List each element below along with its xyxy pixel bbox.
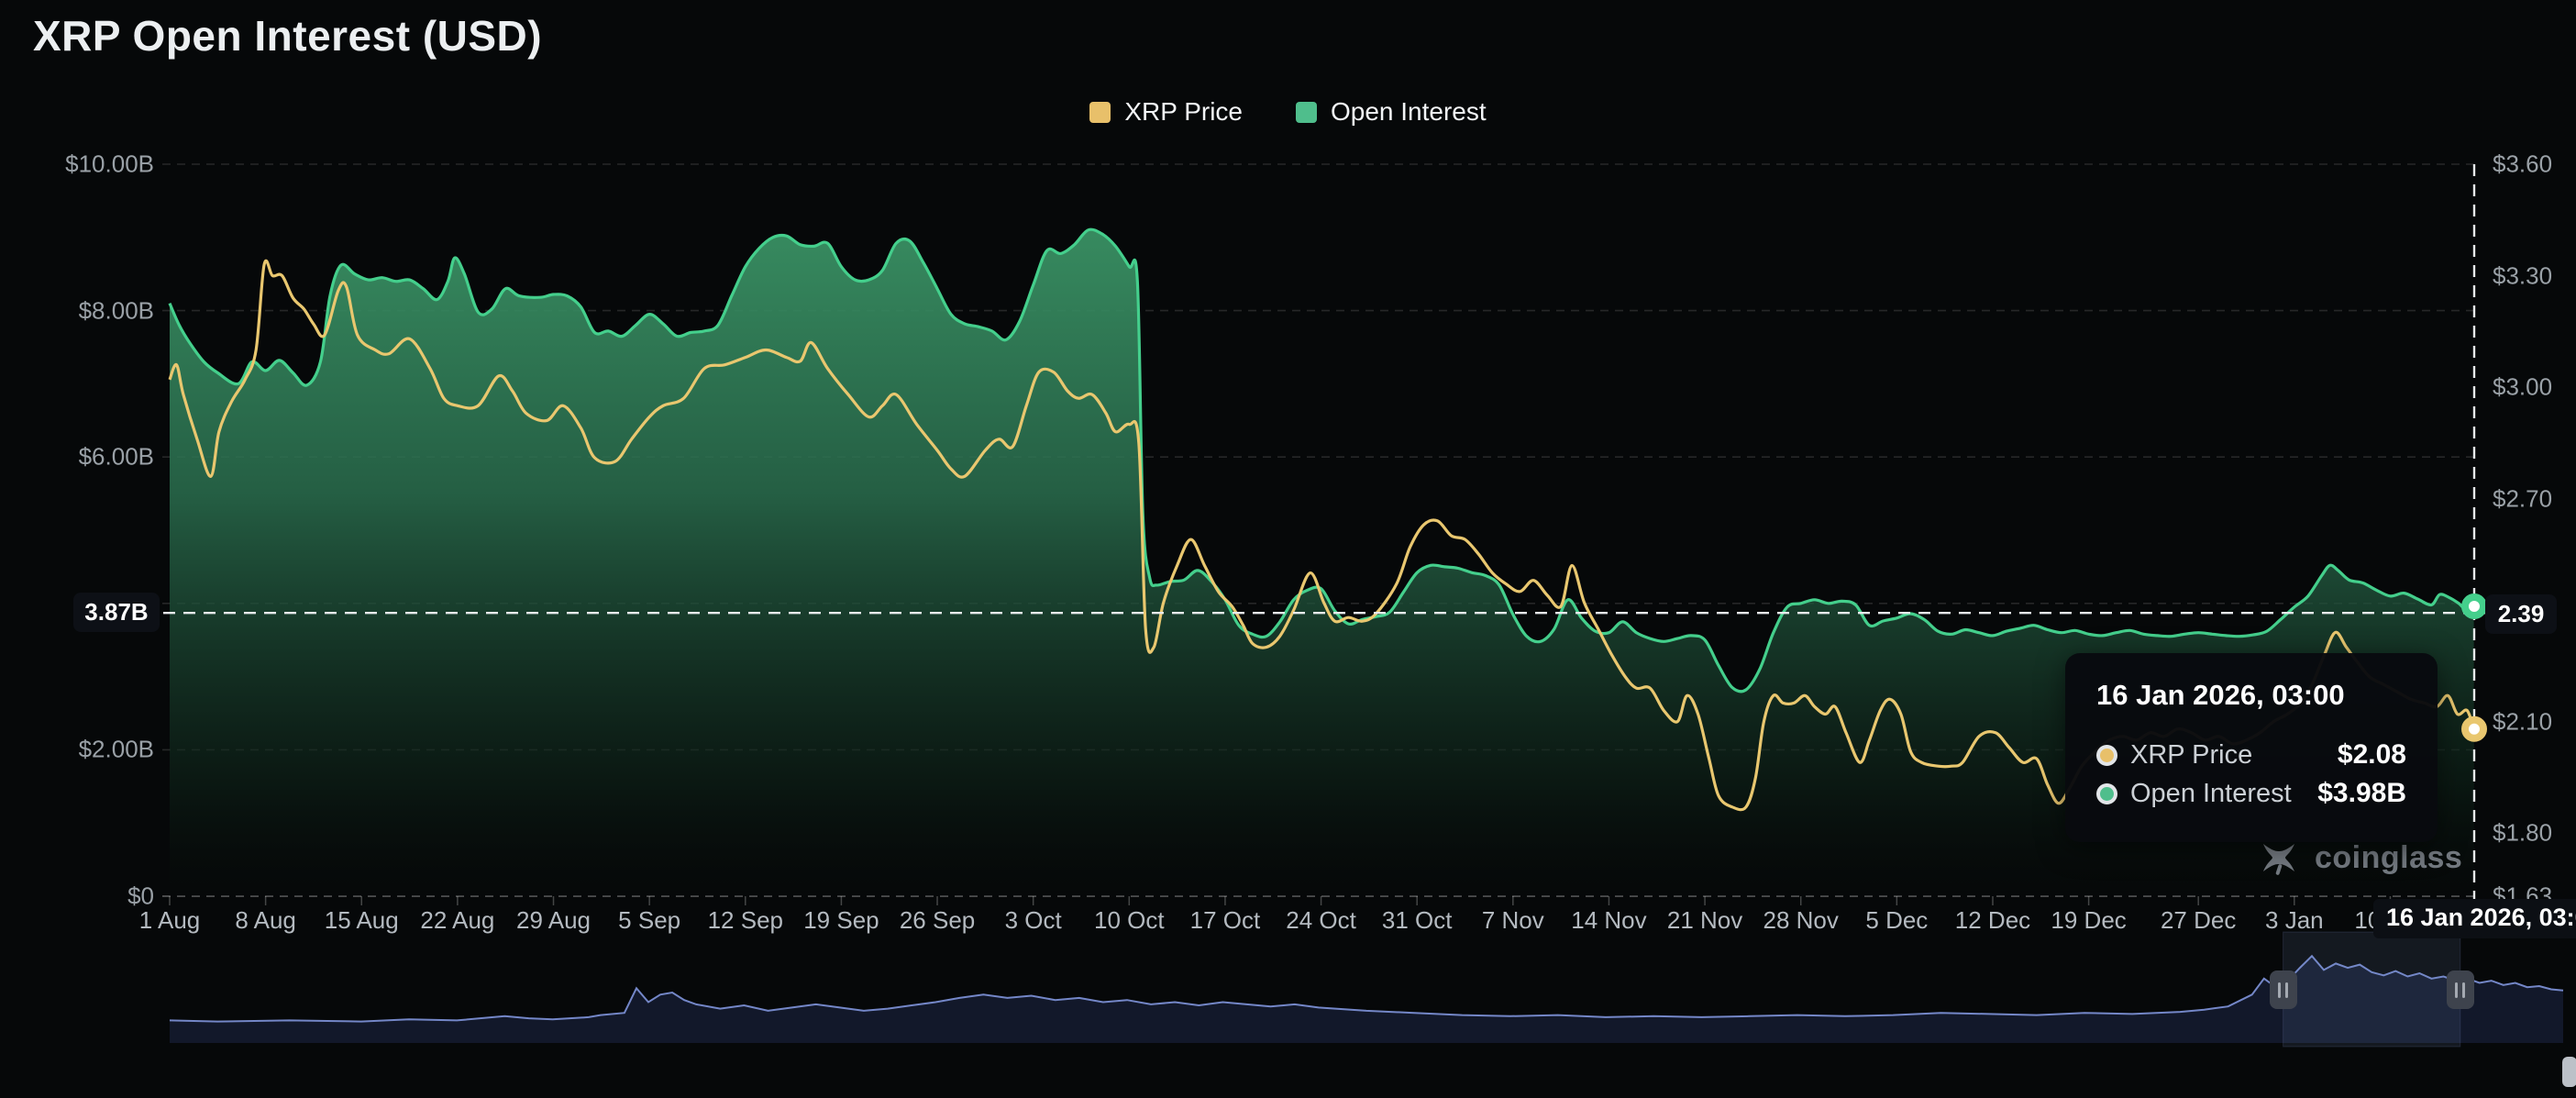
x-axis-label: 19 Dec [2051,906,2127,934]
x-axis-label: 12 Sep [707,906,783,934]
x-axis-label: 3 Oct [1004,906,1062,934]
right-axis-label: $3.60 [2493,150,2553,178]
x-axis-label: 14 Nov [1571,906,1647,934]
current-price-level-badge: 2.39 [2485,594,2557,634]
right-axis-label: $3.00 [2493,372,2553,401]
x-axis-label: 27 Dec [2160,906,2237,934]
tooltip-row-xrp-price: XRP Price $2.08 [2096,736,2406,774]
x-axis-label: 19 Sep [803,906,879,934]
x-axis-label: 15 Aug [324,906,399,934]
left-axis-label: $6.00B [78,442,154,471]
x-axis-label: 21 Nov [1666,906,1743,934]
left-axis-label: $0 [127,882,154,910]
xrp-price-dot-icon [2096,744,2117,766]
x-axis-label: 28 Nov [1763,906,1839,934]
navigator-corner-chip[interactable] [2562,1057,2576,1087]
x-axis-label: 8 Aug [235,906,296,934]
left-axis-label: $2.00B [78,735,154,763]
right-axis-label: $3.30 [2493,261,2553,290]
tooltip-row-open-interest: Open Interest $3.98B [2096,774,2406,813]
navigator-right-handle[interactable] [2446,970,2474,1009]
legend-item-xrp-price[interactable]: XRP Price [1089,97,1243,127]
x-axis-label: 24 Oct [1286,906,1356,934]
x-axis-label: 17 Oct [1189,906,1261,934]
x-axis-label: 5 Dec [1865,906,1929,934]
right-axis-label: $1.80 [2493,818,2553,847]
legend: XRP Price Open Interest [0,97,2576,127]
left-axis-label: $10.00B [65,150,154,178]
x-axis-label: 7 Nov [1481,906,1544,934]
x-axis-label: 22 Aug [420,906,495,934]
x-axis-label: 5 Sep [618,906,681,934]
legend-label-open-interest: Open Interest [1330,97,1487,126]
right-axis-label: $2.70 [2493,484,2553,513]
current-oi-value-badge: 3.87B [73,593,160,632]
x-axis-label: 12 Dec [1954,906,2031,934]
x-axis-label: 10 Oct [1094,906,1165,934]
coinglass-watermark: coinglass [2258,837,2462,879]
tooltip: 16 Jan 2026, 03:00 XRP Price $2.08 Open … [2065,653,2438,842]
coinglass-logo-icon [2263,844,2294,875]
crosshair-date-label: 16 Jan 2026, 03:00 [2373,899,2576,938]
left-axis-label: $8.00B [78,296,154,325]
x-axis-label: 31 Oct [1381,906,1453,934]
x-axis-label: 1 Aug [138,906,201,934]
x-axis-label: 29 Aug [516,906,591,934]
legend-swatch-open-interest [1295,101,1317,123]
legend-item-open-interest[interactable]: Open Interest [1295,97,1487,127]
tooltip-date: 16 Jan 2026, 03:00 [2096,679,2345,711]
right-axis-label: $2.10 [2493,707,2553,736]
x-axis-label: 3 Jan [2265,906,2324,934]
legend-label-xrp-price: XRP Price [1124,97,1243,126]
coinglass-wordmark: coinglass [2315,839,2463,875]
open-interest-dot-icon [2096,782,2117,804]
x-axis-label: 26 Sep [899,906,976,934]
navigator-left-handle[interactable] [2269,970,2297,1009]
legend-swatch-xrp-price [1089,101,1111,123]
page-title: XRP Open Interest (USD) [33,12,543,60]
